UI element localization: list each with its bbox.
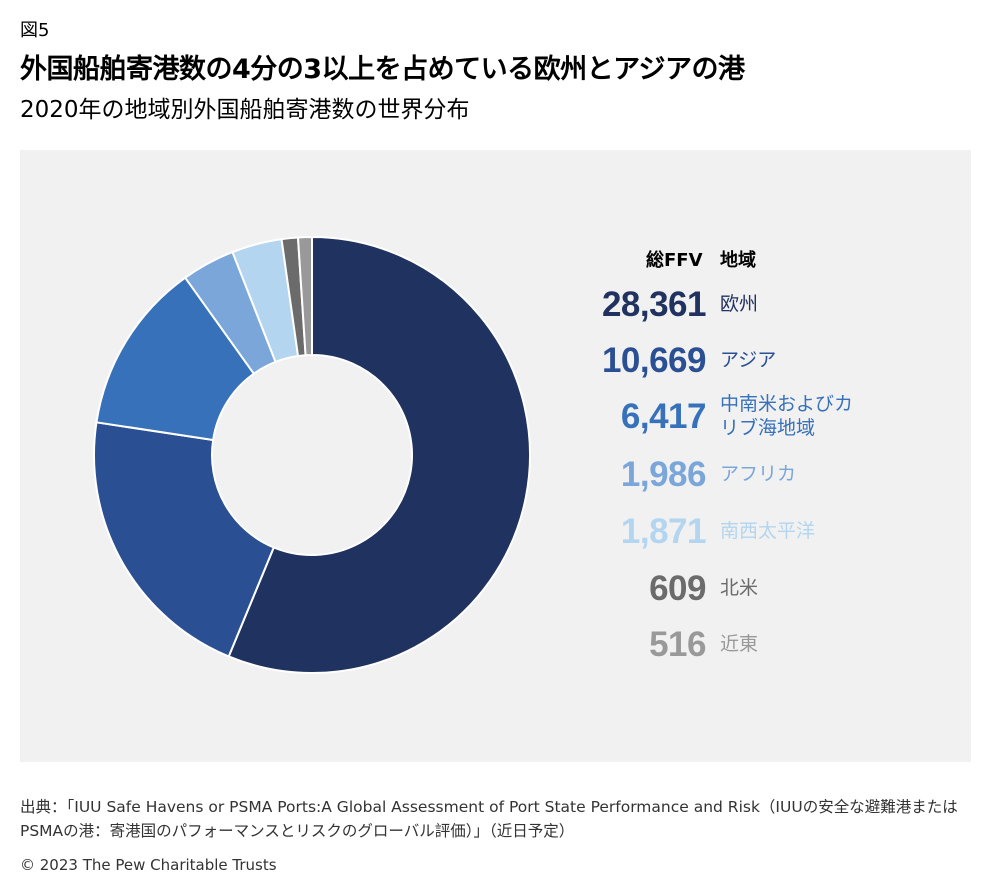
legend-value-7: 516 xyxy=(649,625,706,664)
legend-label-4: アフリカ xyxy=(720,463,797,485)
donut-slice-2 xyxy=(93,421,276,658)
donut-slice-7 xyxy=(296,235,313,357)
chart-panel: 総FFV 地域 28,361 欧州 10,669 アジア 6,417 中南米およびカ リブ海… xyxy=(20,150,971,762)
figure-label: 図5 xyxy=(20,20,50,41)
legend-row-1: 28,361 欧州 xyxy=(20,285,971,325)
legend-row-4: 1,986 アフリカ xyxy=(20,455,971,495)
donut-slice-1 xyxy=(227,235,531,674)
legend-value-1: 28,361 xyxy=(601,285,707,324)
legend-row-7: 516 近東 xyxy=(20,625,971,665)
source-note: 出典：「IUU Safe Havens or PSMA Ports:A Glob… xyxy=(20,798,958,840)
legend-row-2: 10,669 アジア xyxy=(20,341,971,381)
legend-value-2: 10,669 xyxy=(601,341,707,380)
legend-value-5: 1,871 xyxy=(620,512,707,551)
legend-value-6: 609 xyxy=(649,569,706,608)
donut-chart xyxy=(93,235,531,674)
legend-row-5: 1,871 南西太平洋 xyxy=(20,512,971,552)
donut-slice-3 xyxy=(95,276,256,442)
chart-title: 外国船舶寄港数の4分の3以上を占めている欧州とアジアの港 xyxy=(20,54,745,85)
legend-row-6: 609 北米 xyxy=(20,569,971,609)
legend-label-2: アジア xyxy=(720,349,777,371)
legend-header-total: 総FFV xyxy=(646,250,703,271)
legend-label-5: 南西太平洋 xyxy=(720,520,816,542)
legend-label-1: 欧州 xyxy=(720,293,759,315)
legend-label-6: 北米 xyxy=(720,577,759,599)
donut-hole xyxy=(213,356,411,554)
copyright: © 2023 The Pew Charitable Trusts xyxy=(20,856,277,874)
legend-label-3: 中南米およびカ リブ海地域 xyxy=(720,393,854,439)
legend-label-7: 近東 xyxy=(720,633,759,655)
chart-subtitle: 2020年の地域別外国船舶寄港数の世界分布 xyxy=(20,97,470,123)
legend-value-4: 1,986 xyxy=(620,455,707,494)
legend-header-region: 地域 xyxy=(720,250,756,271)
legend-value-3: 6,417 xyxy=(620,397,707,436)
legend-row-3: 6,417 中南米およびカ リブ海地域 xyxy=(20,393,971,439)
